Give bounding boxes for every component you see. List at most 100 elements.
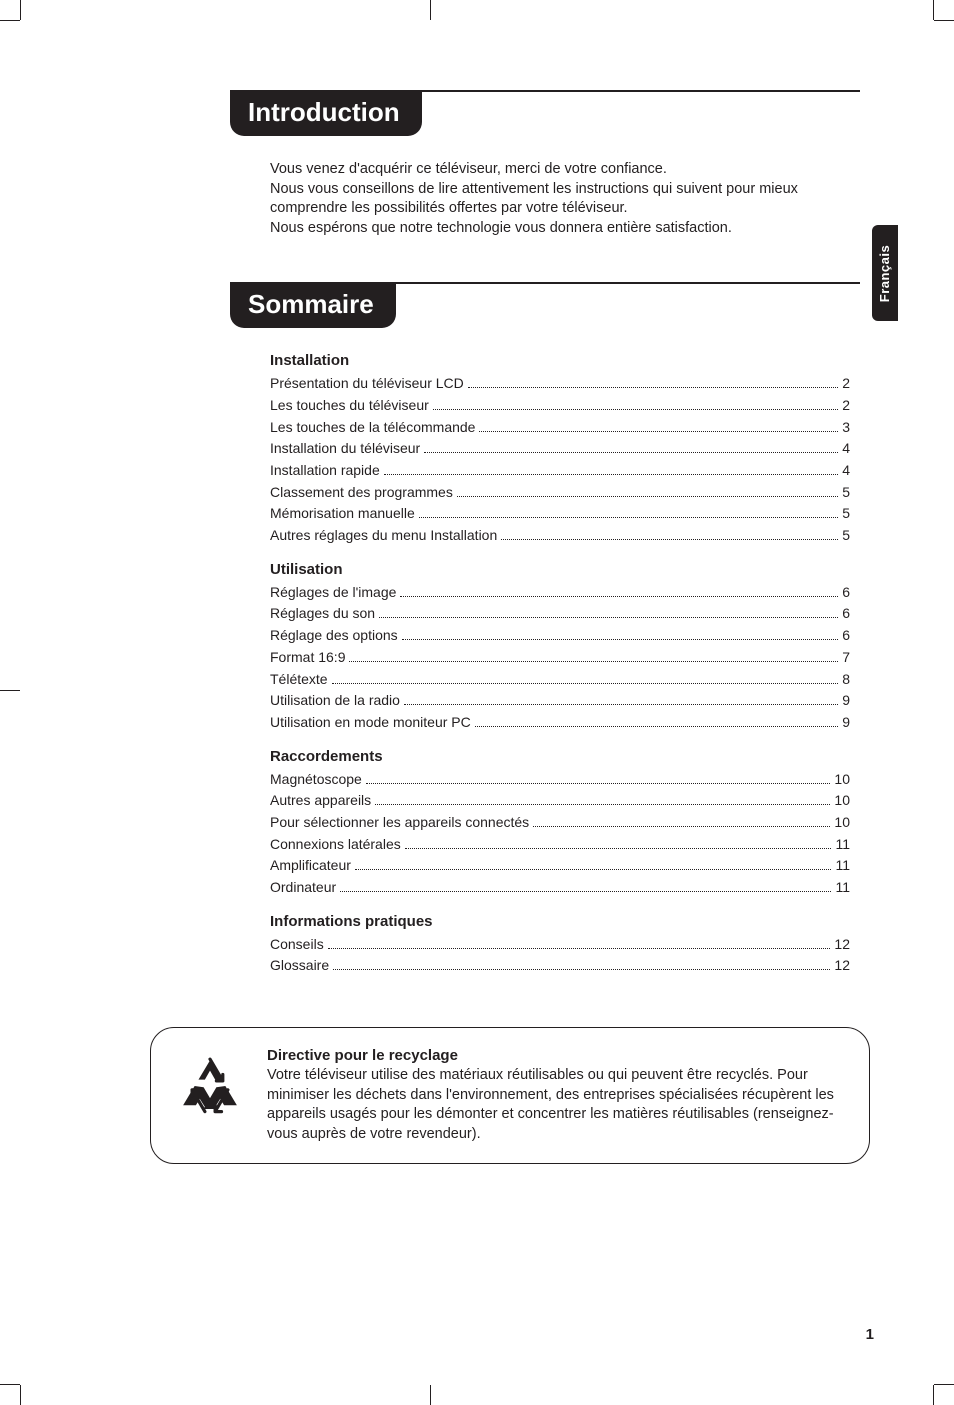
toc-entry: Les touches du téléviseur 2 [270,395,850,417]
toc-leader-dots [328,948,831,949]
intro-body: Vous venez d'acquérir ce téléviseur, mer… [270,160,830,238]
toc-entry-page: 5 [842,482,850,504]
toc-entry-page: 7 [842,647,850,669]
toc-entry-label: Conseils [270,934,324,956]
toc-entry-page: 11 [835,855,850,877]
toc-entry-page: 5 [842,503,850,525]
toc-entry-label: Mémorisation manuelle [270,503,415,525]
toc-entry-label: Format 16:9 [270,647,345,669]
toc-entry: Classement des programmes 5 [270,482,850,504]
toc-entry-page: 6 [842,603,850,625]
toc-entry: Autres appareils 10 [270,790,850,812]
toc-leader-dots [405,848,832,849]
toc-entry-label: Autres appareils [270,790,371,812]
toc-entry-page: 6 [842,625,850,647]
toc-entry: Glossaire 12 [270,955,850,977]
toc-entry-page: 8 [842,669,850,691]
toc-entry-label: Classement des programmes [270,482,453,504]
toc-entry-label: Utilisation en mode moniteur PC [270,712,471,734]
toc-section-header: Sommaire [230,282,860,328]
toc-leader-dots [433,409,838,410]
toc-group-title: Installation [270,352,850,369]
toc-entry: Amplificateur 11 [270,855,850,877]
toc-entry-page: 10 [834,812,850,834]
toc-entry-page: 12 [834,955,850,977]
toc-entry-page: 9 [842,690,850,712]
toc-entry-page: 11 [835,877,850,899]
language-side-tab-label: Français [878,244,893,301]
toc-entry-label: Utilisation de la radio [270,690,400,712]
toc-entry-label: Réglage des options [270,625,398,647]
toc-entry-label: Ordinateur [270,877,336,899]
toc-leader-dots [375,804,830,805]
page-number: 1 [866,1326,874,1343]
toc-entry: Installation rapide 4 [270,460,850,482]
toc-entry: Conseils 12 [270,934,850,956]
toc-entry: Mémorisation manuelle 5 [270,503,850,525]
toc-entry-page: 9 [842,712,850,734]
page-content: Introduction Vous venez d'acquérir ce té… [80,90,860,1164]
toc-entry-label: Amplificateur [270,855,351,877]
toc-group-title: Informations pratiques [270,913,850,930]
toc-entry-label: Réglages du son [270,603,375,625]
toc-entry-page: 4 [842,438,850,460]
toc-entry-label: Télétexte [270,669,328,691]
toc-group-title: Raccordements [270,748,850,765]
toc-leader-dots [340,891,831,892]
toc-entry-page: 12 [834,934,850,956]
toc-entry: Format 16:9 7 [270,647,850,669]
toc-group: Informations pratiquesConseils12Glossair… [270,913,850,977]
toc-entry: Connexions latérales 11 [270,834,850,856]
toc-entry-label: Glossaire [270,955,329,977]
toc-entry-label: Connexions latérales [270,834,401,856]
toc-entry-label: Les touches du téléviseur [270,395,429,417]
toc-entry-label: Présentation du téléviseur LCD [270,373,464,395]
intro-paragraph: Nous vous conseillons de lire attentivem… [270,180,830,219]
recycle-icon [175,1046,245,1118]
toc-entry: Installation du téléviseur4 [270,438,850,460]
toc-entry: Pour sélectionner les appareils connecté… [270,812,850,834]
toc-entry-page: 4 [842,460,850,482]
toc-group-title: Utilisation [270,561,850,578]
toc-leader-dots [355,869,832,870]
toc-leader-dots [349,661,838,662]
toc-entry-label: Autres réglages du menu Installation [270,525,497,547]
toc-entry: Utilisation en mode moniteur PC 9 [270,712,850,734]
toc-entry-page: 2 [842,373,850,395]
toc-entry-page: 10 [834,790,850,812]
toc-entry-page: 11 [835,834,850,856]
toc-entry: Réglages du son 6 [270,603,850,625]
toc-entry: Utilisation de la radio 9 [270,690,850,712]
toc-entry-page: 2 [842,395,850,417]
toc-leader-dots [468,387,838,388]
toc-leader-dots [419,517,838,518]
toc-entry-label: Réglages de l'image [270,582,396,604]
toc-entry-label: Magnétoscope [270,769,362,791]
toc-entry-page: 3 [842,417,850,439]
toc-entry: Réglages de l'image6 [270,582,850,604]
toc-leader-dots [479,431,838,432]
toc-entry: Magnétoscope 10 [270,769,850,791]
toc-entry-label: Les touches de la télécommande [270,417,475,439]
intro-paragraph: Vous venez d'acquérir ce téléviseur, mer… [270,160,830,180]
toc-entry-label: Installation rapide [270,460,380,482]
recycling-callout: Directive pour le recyclage Votre télévi… [150,1027,870,1164]
recycling-callout-title: Directive pour le recyclage [267,1046,845,1066]
toc-leader-dots [366,783,831,784]
toc-group: RaccordementsMagnétoscope10Autres appare… [270,748,850,899]
toc-heading: Sommaire [230,283,396,328]
intro-heading: Introduction [230,91,422,136]
toc-entry: Autres réglages du menu Installation5 [270,525,850,547]
toc-leader-dots [424,452,838,453]
toc-entry: Ordinateur 11 [270,877,850,899]
intro-section-header: Introduction [230,90,860,136]
table-of-contents: Installation Présentation du téléviseur L… [270,352,850,977]
recycling-callout-text: Directive pour le recyclage Votre télévi… [267,1046,845,1145]
toc-leader-dots [404,704,838,705]
toc-leader-dots [533,826,830,827]
toc-leader-dots [384,474,838,475]
intro-paragraph: Nous espérons que notre technologie vous… [270,219,830,239]
toc-entry-page: 10 [834,769,850,791]
toc-entry-label: Pour sélectionner les appareils connecté… [270,812,529,834]
toc-leader-dots [332,683,839,684]
